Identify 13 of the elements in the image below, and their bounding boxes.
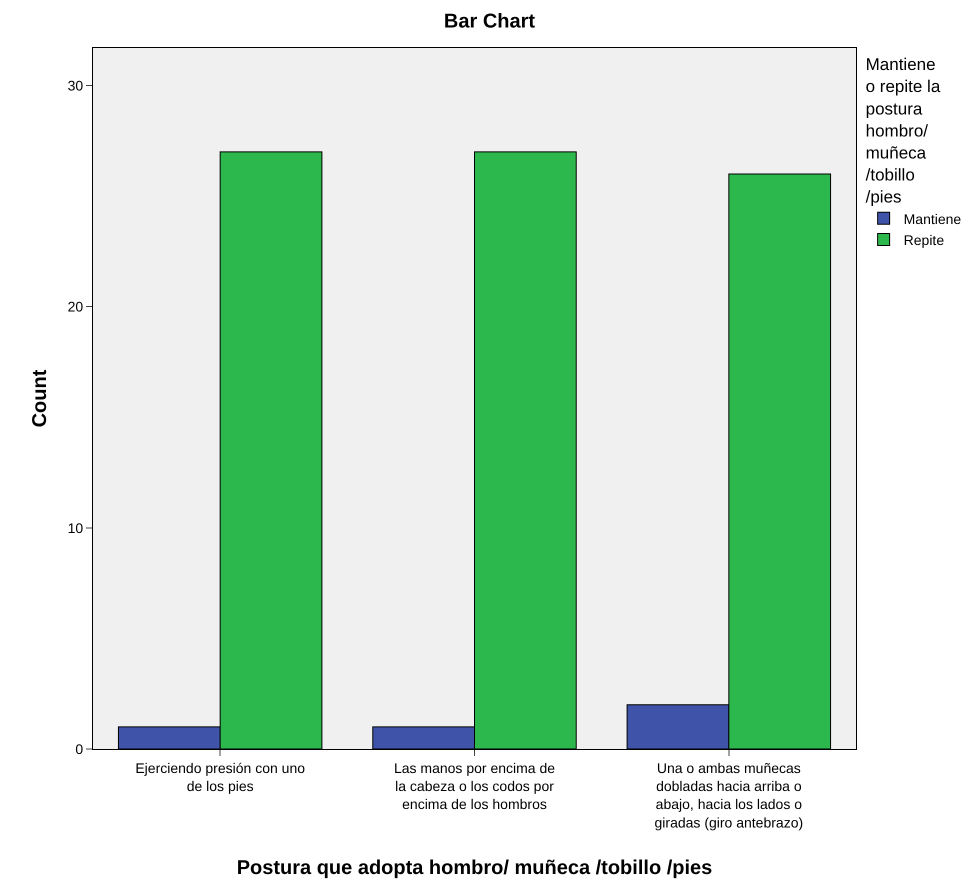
legend-title: Mantiene o repite la postura hombro/ muñeca /tobillo /pies — [866, 55, 941, 207]
legend-label: Repite — [904, 232, 944, 248]
y-tick-label: 0 — [75, 740, 84, 757]
x-axis-title: Postura que adopta hombro/ muñeca /tobillo /pies — [236, 856, 712, 879]
y-axis-title: Count — [29, 369, 52, 428]
chart-title: Bar Chart — [444, 10, 536, 32]
y-tick-label: 20 — [68, 298, 84, 315]
x-tick-label: Una o ambas muñecas dobladas hacia arriba o abajo, hacia los lados o giradas (giro antebrazo) — [654, 760, 804, 830]
x-tick-label: Las manos por encima de la cabeza o los codos por encima de los hombros — [394, 760, 556, 812]
x-tick-label: Ejerciendo presión con uno de los pies — [135, 760, 306, 794]
legend-label: Mantiene — [904, 210, 962, 227]
y-tick-label: 30 — [68, 77, 84, 94]
y-tick-label: 10 — [68, 520, 84, 536]
